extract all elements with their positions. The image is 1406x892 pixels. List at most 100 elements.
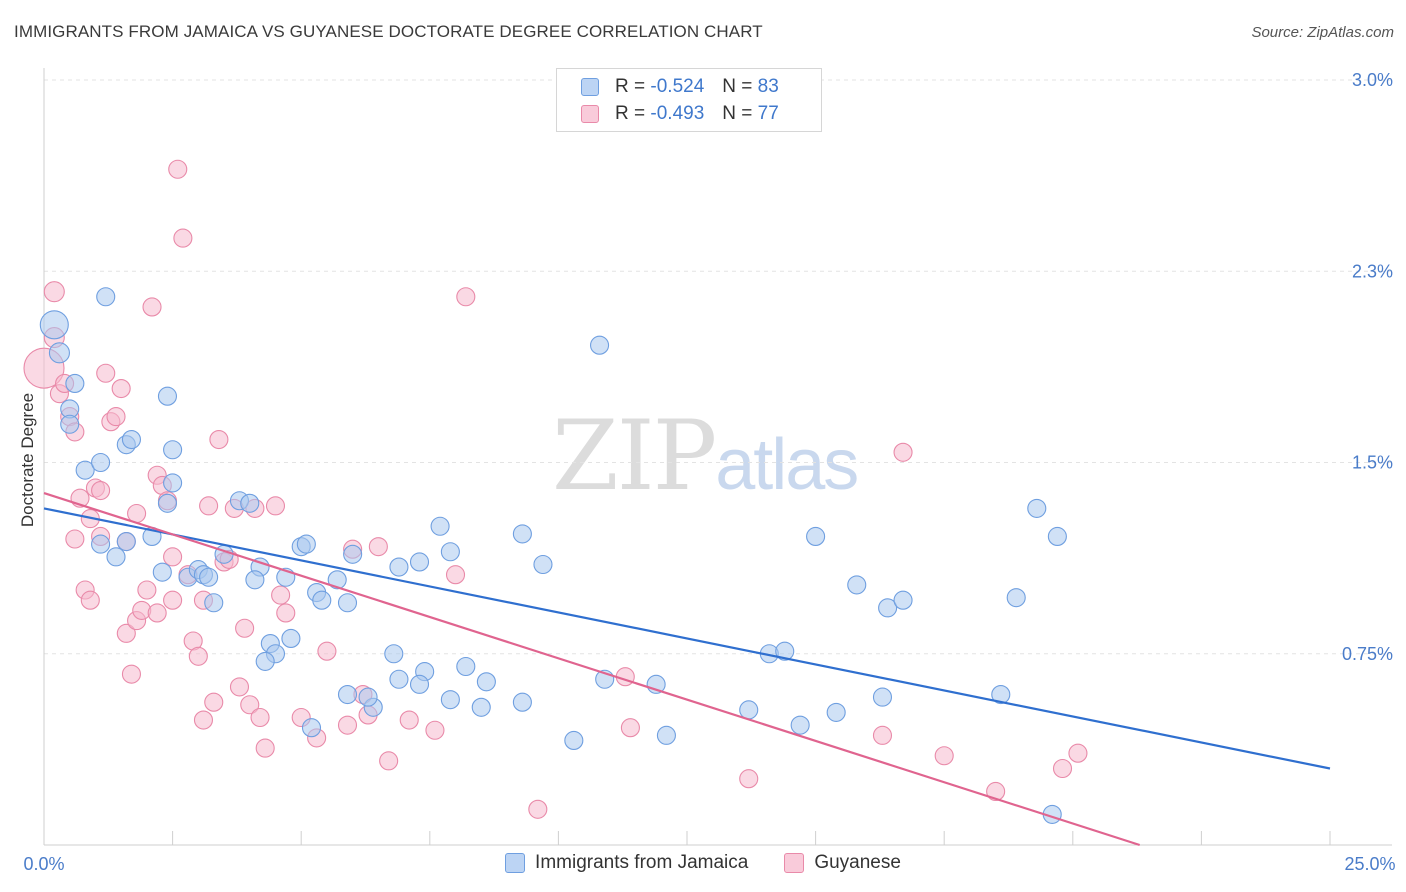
guyanese-point [235, 618, 255, 638]
tick-labels: 0.75% 1.5% 2.3% 3.0% 0.0% 25.0% [23, 70, 1395, 874]
guyanese-point [163, 590, 183, 610]
jamaica-point [358, 687, 378, 707]
guyanese-point [456, 287, 476, 307]
jamaica-point [91, 452, 111, 473]
watermark-zip: ZIP [552, 400, 717, 512]
legend-swatch-jamaica [581, 78, 599, 96]
legend-r-label: R = [615, 103, 646, 124]
jamaica-point [245, 570, 265, 590]
guyanese-point [399, 710, 419, 730]
jamaica-trend-line [43, 507, 1331, 770]
guyanese-point [271, 585, 291, 605]
guyanese-point [137, 580, 157, 600]
jamaica-point [806, 526, 826, 547]
jamaica-point [204, 593, 224, 613]
jamaica-point [337, 593, 358, 613]
legend-r-value: -0.493 [650, 103, 705, 124]
guyanese-point [368, 537, 388, 557]
guyanese-point [986, 781, 1006, 802]
jamaica-point [656, 725, 676, 745]
guyanese-point [379, 751, 399, 771]
y-tick-label: 3.0% [1352, 70, 1393, 90]
jamaica-point [775, 641, 795, 661]
legend-n-label: N = [722, 76, 753, 97]
guyanese-point [528, 799, 548, 819]
guyanese-point [893, 442, 913, 462]
jamaica-point [152, 562, 172, 582]
guyanese-point [425, 720, 445, 740]
jamaica-point [281, 628, 301, 649]
jamaica-point [384, 644, 404, 664]
guyanese-point [265, 496, 286, 516]
jamaica-point [389, 557, 409, 577]
jamaica-point [991, 684, 1011, 705]
jamaica-point [440, 542, 460, 562]
jamaica-point [456, 656, 476, 677]
y-axis-label: Doctorate Degree [18, 393, 37, 527]
guyanese-point [199, 496, 219, 516]
guyanese-point [96, 363, 116, 383]
jamaica-point [116, 531, 136, 552]
guyanese-point [250, 707, 270, 728]
legend-n-value: 77 [757, 103, 779, 124]
jamaica-point [440, 690, 460, 710]
legend-swatch-guyanese [581, 105, 599, 123]
jamaica-points [39, 287, 1067, 824]
jamaica-point [389, 669, 409, 689]
jamaica-point [533, 554, 553, 575]
legend-r-value: -0.524 [650, 76, 705, 97]
jamaica-point [121, 429, 141, 450]
guyanese-point [116, 623, 136, 643]
guyanese-point [445, 565, 466, 585]
guyanese-point [317, 641, 337, 661]
grid-lines [44, 79, 1392, 655]
legend-label-jamaica: Immigrants from Jamaica [535, 852, 749, 873]
legend-row-guyanese: R = -0.493 N = 77 [581, 101, 779, 127]
guyanese-point [276, 603, 296, 623]
jamaica-point [337, 684, 358, 705]
guyanese-point [65, 529, 85, 549]
legend-r-label: R = [615, 76, 646, 97]
guyanese-point [934, 746, 954, 766]
legend-row-jamaica: R = -0.524 N = 83 [581, 74, 779, 100]
y-tick-label: 0.75% [1342, 644, 1393, 664]
jamaica-point [312, 590, 332, 610]
jamaica-point [409, 674, 430, 694]
jamaica-point [157, 493, 178, 513]
source-credit: Source: ZipAtlas.com [1251, 24, 1394, 41]
jamaica-point [255, 651, 275, 671]
series-legend: Immigrants from Jamaica Guyanese [0, 852, 1406, 874]
guyanese-point [193, 710, 214, 730]
jamaica-point [826, 702, 846, 722]
jamaica-point [343, 544, 363, 564]
jamaica-point [1047, 526, 1067, 547]
legend-n-label: N = [722, 103, 753, 124]
legend-swatch-jamaica [505, 853, 526, 873]
jamaica-point [1006, 588, 1026, 608]
guyanese-point [121, 664, 141, 684]
x-tick-label-min: 0.0% [23, 854, 64, 874]
jamaica-point [872, 687, 893, 707]
guyanese-point [80, 590, 100, 610]
guyanese-point [739, 769, 759, 789]
guyanese-point [111, 378, 131, 399]
guyanese-point [91, 480, 111, 501]
axes [43, 68, 1392, 846]
jamaica-point [60, 414, 80, 434]
jamaica-point [106, 547, 126, 567]
guyanese-point [337, 715, 358, 735]
guyanese-point [168, 159, 188, 179]
jamaica-point [48, 342, 70, 364]
jamaica-point [157, 386, 178, 406]
guyanese-point [163, 547, 183, 567]
jamaica-point [512, 524, 532, 544]
stats-legend: R = -0.524 N = 83 R = -0.493 N = 77 [556, 68, 822, 132]
legend-item-jamaica[interactable]: Immigrants from Jamaica [505, 852, 748, 874]
jamaica-point [65, 373, 85, 394]
jamaica-point [430, 516, 450, 536]
jamaica-point [739, 700, 759, 720]
legend-item-guyanese[interactable]: Guyanese [784, 852, 901, 874]
trend-lines [43, 492, 1331, 847]
chart-title: IMMIGRANTS FROM JAMAICA VS GUYANESE DOCT… [14, 22, 763, 41]
